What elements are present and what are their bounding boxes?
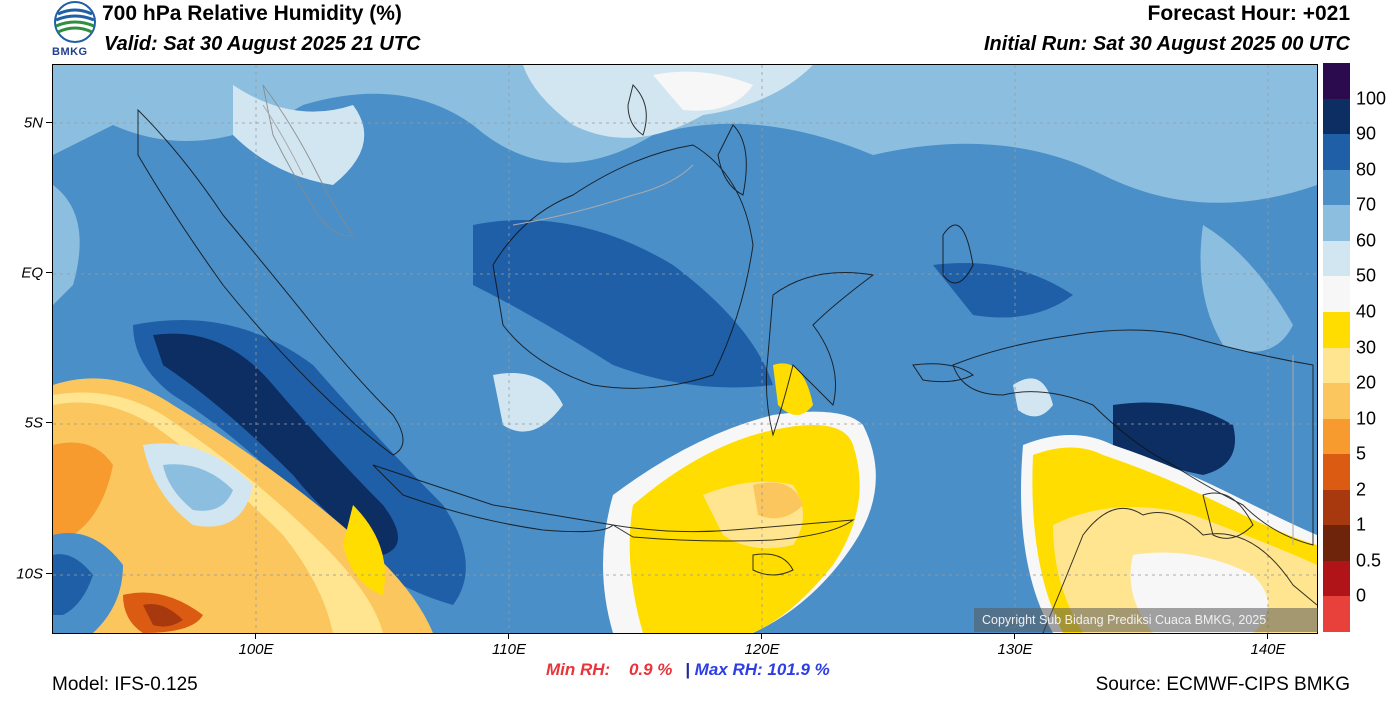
- lat-label-eq: EQ: [21, 264, 43, 282]
- lat-tick: [46, 573, 52, 574]
- colorbar-segment: [1323, 418, 1350, 455]
- colorbar-segment: [1323, 311, 1350, 348]
- colorbar-segment: [1323, 560, 1350, 597]
- colorbar-segment: [1323, 489, 1350, 526]
- colorbar: [1323, 63, 1350, 633]
- lon-label-100e: 100E: [238, 641, 274, 658]
- bmkg-logo: [50, 0, 100, 60]
- lon-tick: [508, 633, 509, 639]
- lon-label-110e: 110E: [492, 641, 526, 658]
- colorbar-label: 60: [1356, 230, 1377, 251]
- colorbar-label: 0: [1356, 585, 1367, 606]
- lon-label-120e: 120E: [744, 641, 780, 658]
- valid-time: Valid: Sat 30 August 2025 21 UTC: [104, 33, 421, 55]
- lat-label-10s: 10S: [16, 565, 43, 583]
- colorbar-label: 1: [1356, 514, 1367, 535]
- lat-label-5n: 5N: [23, 114, 43, 132]
- lat-tick: [46, 272, 52, 273]
- model-name: Model: IFS-0.125: [52, 674, 198, 695]
- min-rh-label: Min RH:: [546, 660, 611, 679]
- logo-text: BMKG: [52, 46, 88, 58]
- min-rh-value: 0.9 %: [628, 660, 673, 679]
- colorbar-label: 80: [1356, 159, 1377, 180]
- forecast-hour: Forecast Hour: +021: [1147, 2, 1351, 25]
- colorbar-segment: [1323, 134, 1350, 171]
- colorbar-label: 2: [1356, 479, 1367, 500]
- colorbar-label: 70: [1356, 194, 1377, 215]
- colorbar-segment: [1323, 63, 1350, 99]
- lon-tick: [761, 633, 762, 639]
- stats-separator: |: [685, 660, 690, 679]
- colorbar-label: 5: [1356, 443, 1367, 464]
- lon-tick: [1014, 633, 1015, 639]
- colorbar-segment: [1323, 347, 1350, 384]
- lat-label-5s: 5S: [24, 414, 43, 432]
- colorbar-label: 40: [1356, 301, 1377, 322]
- colorbar-label: 10: [1356, 408, 1377, 429]
- colorbar-segment: [1323, 240, 1350, 277]
- colorbar-segment: [1323, 454, 1350, 491]
- lat-tick: [46, 422, 52, 423]
- humidity-map: [52, 64, 1318, 634]
- initial-run: Initial Run: Sat 30 August 2025 00 UTC: [983, 33, 1350, 55]
- colorbar-label: 20: [1356, 372, 1377, 393]
- colorbar-label: 30: [1356, 337, 1377, 357]
- rh-stats: Min RH: 0.9 % | Max RH: 101.9 %: [546, 660, 830, 680]
- max-rh-value: 101.9 %: [767, 660, 830, 679]
- colorbar-segment: [1323, 525, 1350, 562]
- chart-title: 700 hPa Relative Humidity (%): [102, 2, 402, 25]
- colorbar-segment: [1323, 205, 1350, 242]
- colorbar-label: 100: [1356, 88, 1387, 109]
- copyright-banner: Copyright Sub Bidang Prediksi Cuaca BMKG…: [974, 608, 1318, 632]
- colorbar-segment: [1323, 276, 1350, 313]
- colorbar-segment: [1323, 596, 1350, 633]
- lat-tick: [46, 122, 52, 123]
- lon-tick: [1267, 633, 1268, 639]
- colorbar-label: 90: [1356, 123, 1377, 144]
- max-rh-label: Max RH:: [694, 660, 763, 679]
- lon-label-130e: 130E: [997, 641, 1033, 658]
- colorbar-segment: [1323, 98, 1350, 135]
- lon-label-140e: 140E: [1250, 641, 1286, 658]
- colorbar-segment: [1323, 383, 1350, 420]
- data-source: Source: ECMWF-CIPS BMKG: [1095, 674, 1350, 695]
- humidity-field: [53, 65, 1317, 633]
- colorbar-segment: [1323, 169, 1350, 206]
- lon-tick: [255, 633, 256, 639]
- colorbar-label: 0.5: [1356, 550, 1382, 571]
- colorbar-label: 50: [1356, 265, 1377, 286]
